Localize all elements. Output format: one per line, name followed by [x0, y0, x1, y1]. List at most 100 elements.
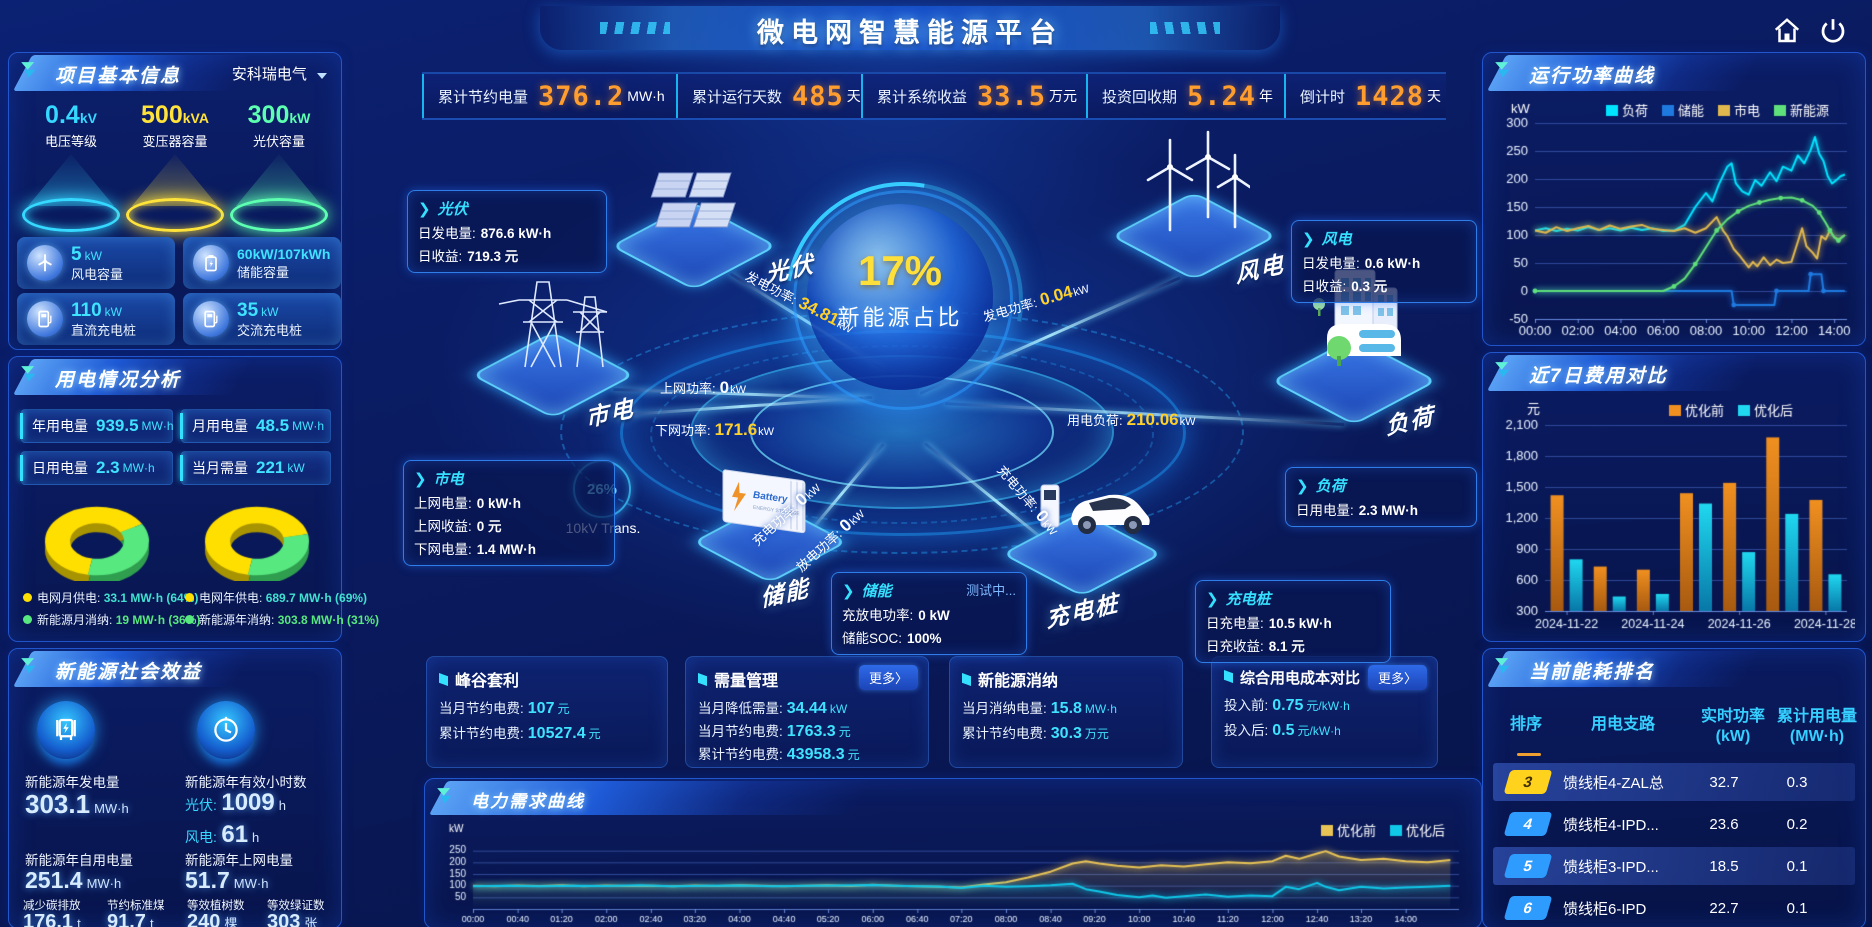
card-cost-compare: 综合用电成本对比 更多〉 投入前: 0.75 元/kW·h 投入后: 0.5 元/kW·…	[1211, 656, 1438, 768]
panel-usage-analysis: 用电情况分析 年用电量 939.5 MW·h 月用电量 48.5 MW·h 日用电量 2.…	[8, 356, 379, 642]
grid-illustration	[498, 281, 608, 368]
card-dc-charger: 110 kW 直流充电桩	[17, 293, 175, 345]
certs-label: 等效绿证数	[267, 900, 325, 912]
panel-title: 项目基本信息	[55, 66, 182, 87]
gen-label: 新能源年发电量	[25, 775, 120, 790]
feed-in-label: 新能源年上网电量	[185, 853, 293, 868]
home-icon[interactable]	[1772, 16, 1802, 46]
table-row[interactable]: 5 馈线柜3-IPD... 18.5 0.1	[1493, 847, 1855, 885]
card-title: 新能源消纳	[962, 667, 1170, 691]
more-button[interactable]: 更多〉	[858, 665, 918, 690]
table-row[interactable]: 4 馈线柜4-IPD... 23.6 0.2	[1493, 805, 1855, 843]
center-ring-outer	[793, 190, 1013, 410]
title-deco-right	[1150, 22, 1220, 34]
pv-info-box: ❯ 光伏 日发电量: 876.6 kW·h 日收益: 719.3 元	[407, 190, 607, 273]
page-title: 微电网智慧能源平台	[757, 18, 1063, 48]
title-deco-left	[600, 22, 670, 34]
panel-energy-ranking: 当前能耗排名 排序 用电支路 实时功率 (kW) 累计用电量 (MW·h) 3 馈线…	[1482, 648, 1866, 927]
card-title: 峰谷套利	[439, 667, 655, 691]
legend-grid-month: 电网月供电: 33.1 MW·h (64%)	[23, 589, 198, 606]
table-row[interactable]: 3 馈线柜4-ZAL总 32.7 0.3	[1493, 763, 1855, 801]
hours-wind: 风电: 61 h	[185, 821, 260, 848]
charger-illustration	[1040, 484, 1150, 534]
flow-load: 用电负荷: 210.06kW	[1067, 410, 1196, 429]
gen-value: 303.1 MW·h	[25, 789, 129, 819]
trees-label: 等效植树数	[187, 900, 245, 912]
coal-label: 节约标准煤	[107, 900, 165, 912]
kpi-payback: 投资回收期 5.24 年	[1086, 74, 1284, 118]
panel-title: 运行功率曲线	[1529, 66, 1656, 87]
storage-status-badge: 测试中...	[966, 583, 1016, 598]
scroll-indicator	[1517, 753, 1541, 756]
company-select[interactable]: 安科瑞电气	[232, 63, 327, 84]
cone-voltage: 0.4kV 电压等级	[19, 101, 123, 232]
self-use-label: 新能源年自用电量	[25, 853, 133, 868]
ac-charger-icon	[204, 310, 218, 328]
co2-label: 减少碳排放	[23, 900, 81, 912]
card-title: 需量管理	[698, 667, 916, 691]
cone-pv-capacity: 300kW 光伏容量	[227, 101, 331, 232]
center-sphere	[807, 204, 993, 390]
card-demand-mgmt: 需量管理 更多〉 当月降低需量: 34.44 kW 当月节约电费: 1763.3 元 累…	[685, 656, 929, 768]
panel-corner-icon	[21, 366, 36, 382]
col-branch: 用电支路	[1590, 716, 1655, 733]
col-rank: 排序	[1509, 716, 1542, 733]
trees-value: 240 棵	[187, 911, 238, 927]
panel-social-benefit: 新能源社会效益 新能源年发电量 303.1 MW·h 新能源年有效小时数 光伏: …	[8, 648, 342, 927]
wind-illustration	[1146, 130, 1250, 232]
coal-value: 91.7 t	[107, 911, 154, 927]
dc-charger-icon	[38, 310, 52, 328]
run-power-chart	[1493, 99, 1855, 339]
hours-pv: 光伏: 1009 h	[185, 789, 286, 816]
kpi-run-days: 累计运行天数 485 天	[676, 74, 861, 118]
pv-illustration	[650, 172, 736, 228]
card-title: 综合用电成本对比	[1224, 667, 1425, 688]
battery-icon	[205, 255, 217, 272]
panel-title: 电力需求曲线	[471, 792, 585, 811]
storage-illustration: Battery ENERGY STORAGE	[722, 469, 806, 534]
power-icon[interactable]	[1818, 16, 1848, 46]
wind-info-box: ❯ 风电 日发电量: 0.6 kW·h 日收益: 0.3 元	[1291, 220, 1477, 303]
generation-pedestal	[37, 701, 95, 759]
table-row[interactable]: 6 馈线柜6-IPD 22.7 0.1	[1493, 889, 1855, 927]
panel-title: 当前能耗排名	[1529, 662, 1656, 683]
battery-text: Battery	[753, 490, 788, 506]
kpi-energy-saved: 累计节约电量 376.2 MW·h	[422, 74, 676, 118]
panel-demand-curve: 电力需求曲线	[424, 778, 1482, 927]
charger-info-box: ❯ 充电桩 日充电量: 10.5 kW·h 日充收益: 8.1 元	[1195, 580, 1391, 663]
storage-info-box: ❯ 储能 测试中... 充放电功率: 0 kW 储能SOC: 100%	[831, 572, 1027, 655]
wind-icon	[38, 254, 52, 272]
flow-grid-up: 上网功率: 0kW	[660, 378, 746, 397]
stat-day-usage: 日用电量 2.3 MW·h	[20, 451, 173, 485]
co2-value: 176.1 t	[23, 911, 81, 927]
generation-icon	[56, 718, 76, 740]
panel-title: 近7日费用对比	[1529, 366, 1668, 387]
kpi-bar: 累计节约电量 376.2 MW·h 累计运行天数 485 天 累计系统收益 33.5 万元 …	[422, 72, 1446, 120]
load-info-box: ❯ 负荷 日用电量: 2.3 MW·h	[1285, 467, 1477, 527]
panel-cost-compare: 近7日费用对比	[1482, 352, 1866, 642]
panel-title: 新能源社会效益	[55, 662, 203, 683]
stat-month-demand: 当月需量 221 kW	[180, 451, 331, 485]
energy-flow-diagram: 光伏 风电 市电	[345, 112, 1481, 663]
card-renewable-consume: 新能源消纳 当月消纳电量: 15.8 MW·h 累计节约电费: 30.3 万元	[949, 656, 1183, 768]
legend-renewable-year: 新能源年消纳: 303.8 MW·h (31%)	[185, 611, 379, 628]
kpi-countdown: 倒计时 1428 天	[1284, 74, 1446, 118]
feed-in-value: 51.7 MW·h	[185, 867, 269, 893]
hours-pedestal	[197, 701, 255, 759]
kpi-revenue: 累计系统收益 33.5 万元	[861, 74, 1086, 118]
hours-label: 新能源年有效小时数	[185, 775, 307, 790]
more-button[interactable]: 更多〉	[1367, 665, 1427, 690]
panel-project-info: 项目基本信息 安科瑞电气 0.4kV 电压等级 500kVA 变压器容量 300…	[8, 52, 342, 350]
cost-compare-chart	[1493, 399, 1855, 635]
flow-grid-down: 下网功率: 171.6kW	[655, 420, 775, 439]
col-energy: 累计用电量 (MW·h)	[1776, 708, 1857, 745]
certs-value: 303 张	[267, 911, 318, 927]
stat-month-usage: 月用电量 48.5 MW·h	[180, 409, 331, 443]
charger-node-label: 充电桩	[1044, 589, 1121, 633]
cone-transformer: 500kVA 变压器容量	[123, 101, 227, 232]
renewable-share-label: 新能源占比	[837, 305, 963, 330]
panel-corner-icon	[437, 788, 452, 804]
panel-corner-icon	[21, 62, 36, 78]
card-peak-valley: 峰谷套利 当月节约电费: 107 元 累计节约电费: 10527.4 元	[426, 656, 668, 768]
